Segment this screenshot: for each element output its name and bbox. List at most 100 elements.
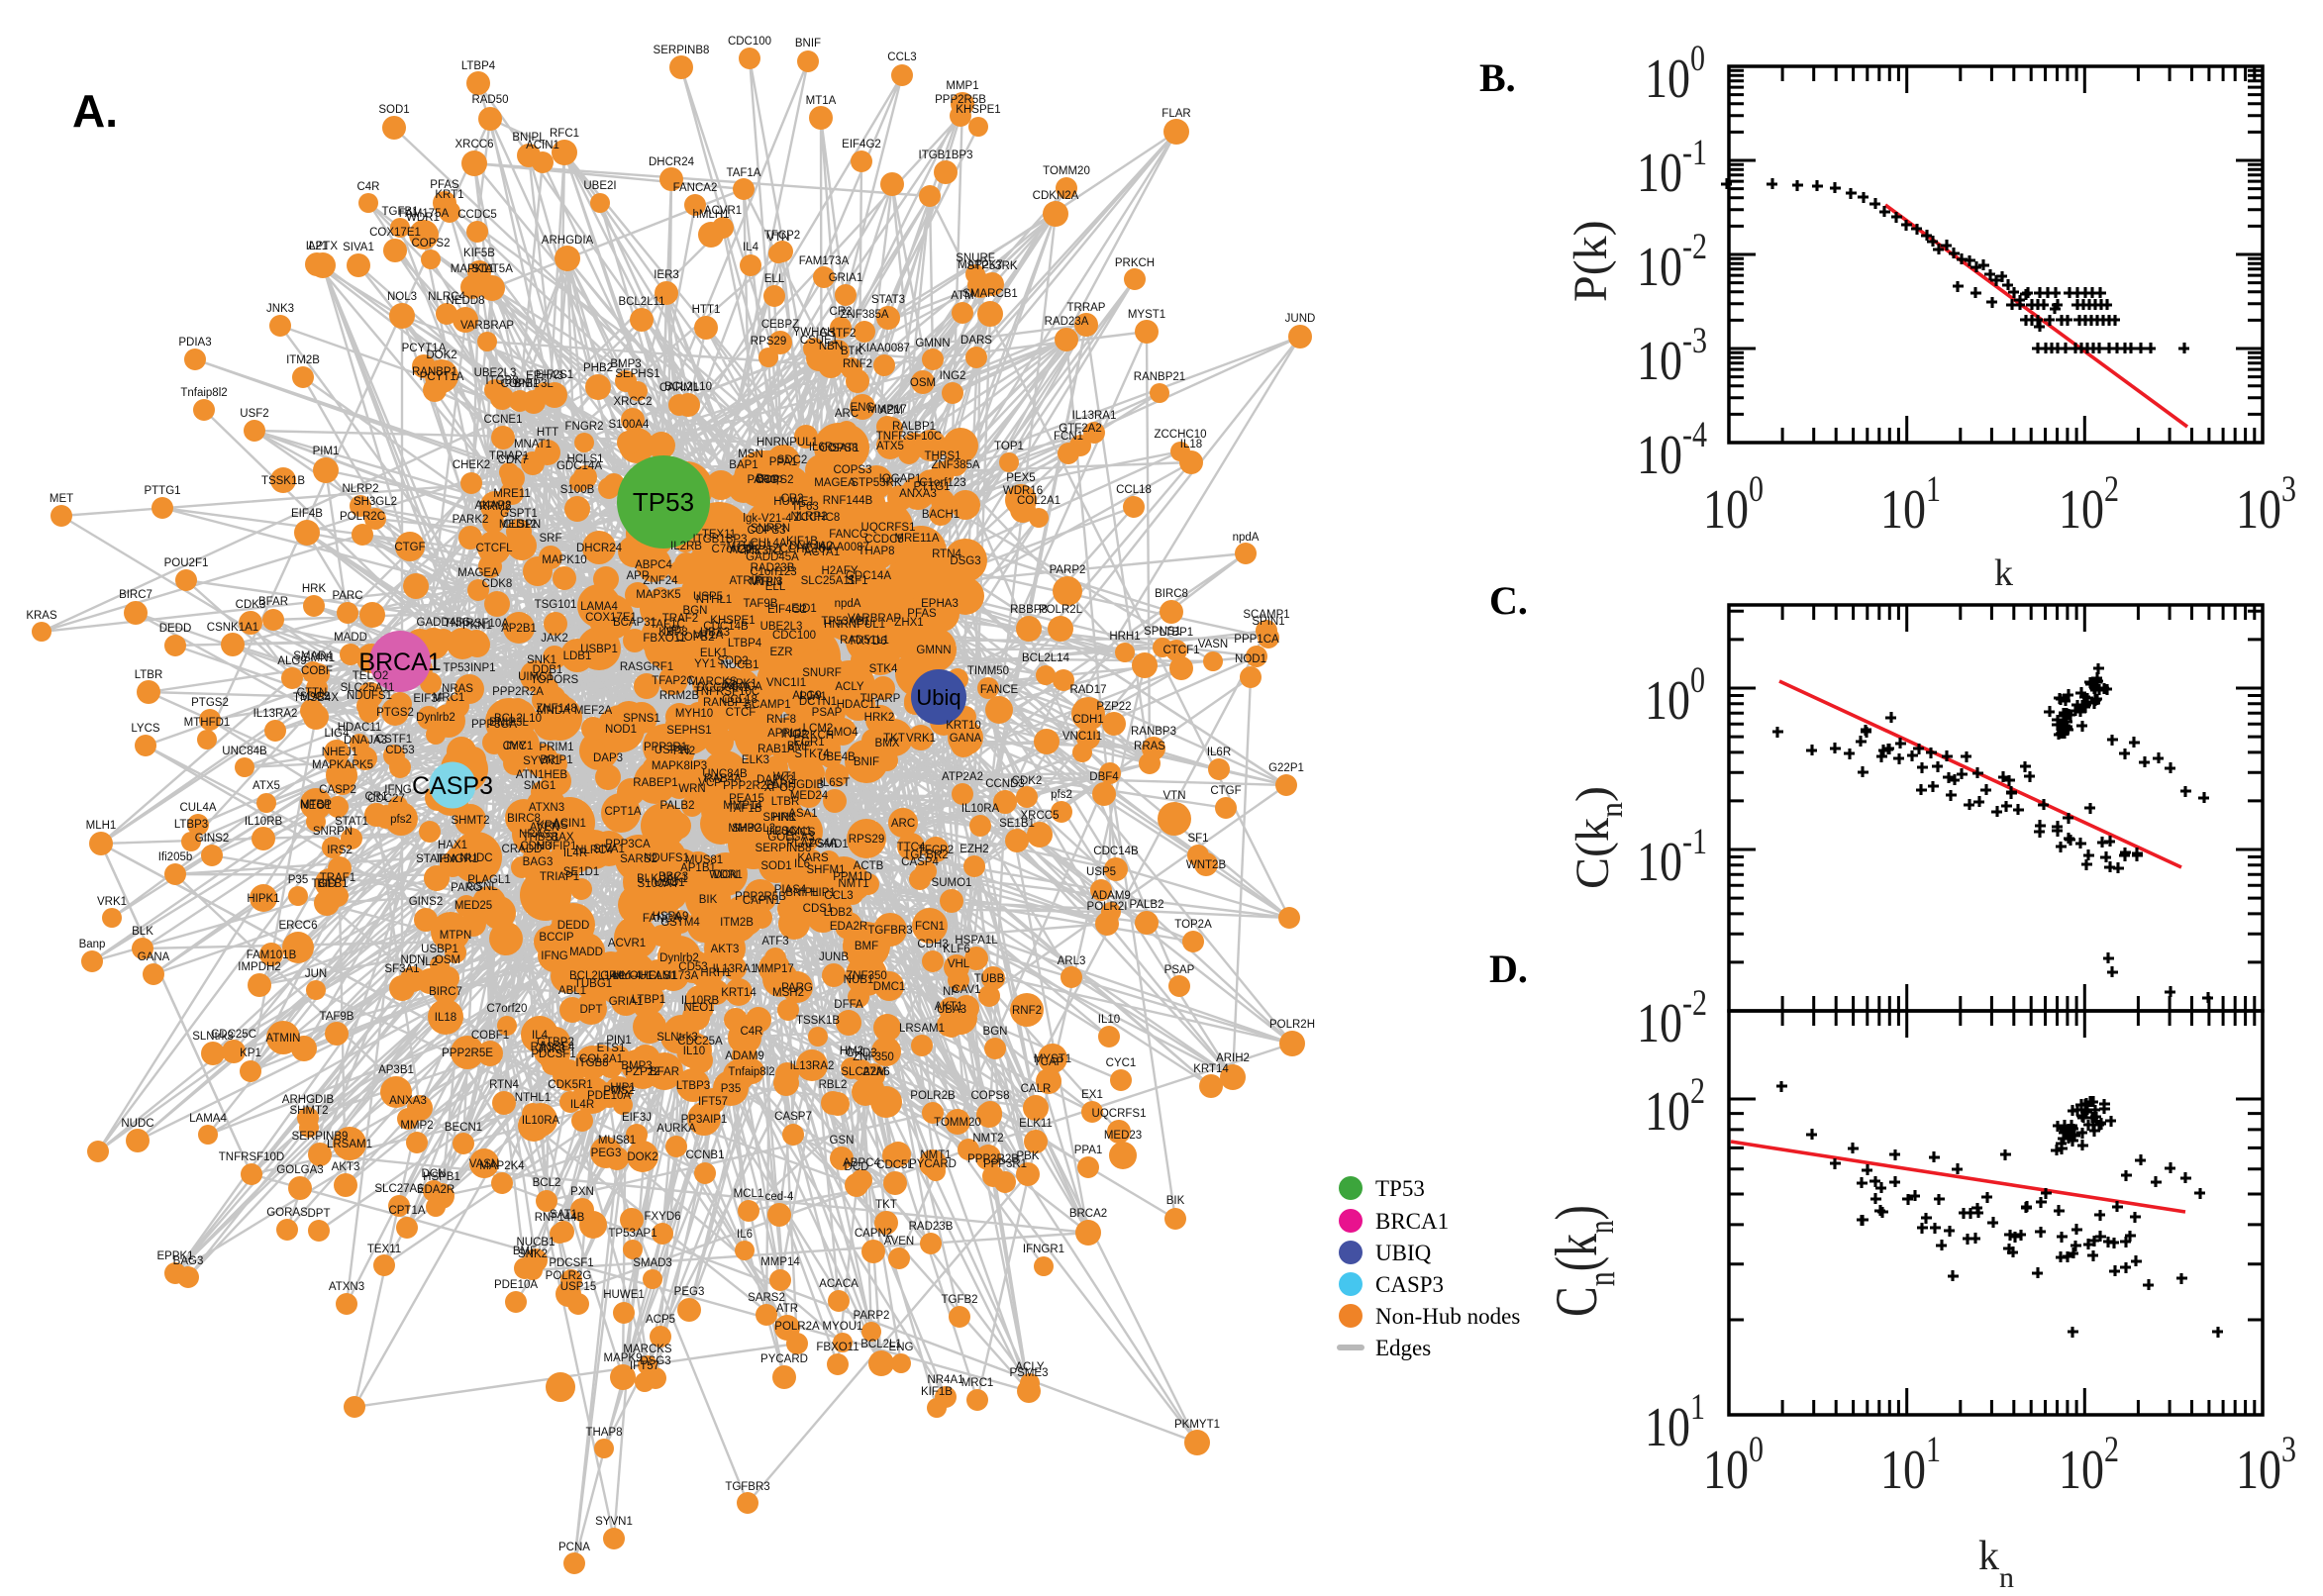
svg-text:PLA2G4A: PLA2G4A [786, 838, 837, 849]
svg-text:CDH3: CDH3 [917, 939, 948, 950]
svg-text:BLK: BLK [132, 926, 153, 938]
svg-text:CDC5L: CDC5L [876, 1159, 914, 1171]
svg-text:IFT57: IFT57 [630, 1360, 659, 1372]
svg-text:PSAP: PSAP [1164, 964, 1195, 976]
svg-text:TSSK1B: TSSK1B [261, 475, 305, 487]
svg-text:ANXA3: ANXA3 [899, 488, 937, 500]
svg-text:HSPB1: HSPB1 [423, 1171, 460, 1183]
svg-text:ZNF24: ZNF24 [643, 575, 678, 587]
svg-text:DDB1: DDB1 [533, 664, 563, 676]
svg-text:BNIPL: BNIPL [785, 887, 819, 899]
svg-text:IL13RA2: IL13RA2 [253, 708, 298, 720]
svg-text:TGFBR2: TGFBR2 [903, 849, 948, 861]
svg-text:BECN1: BECN1 [445, 1122, 482, 1134]
svg-text:PZP22: PZP22 [625, 1066, 659, 1078]
svg-text:UBE2L3: UBE2L3 [760, 621, 803, 633]
svg-text:103: 103 [2236, 469, 2296, 541]
svg-text:TOP1: TOP1 [994, 441, 1024, 452]
svg-text:MARCKS: MARCKS [623, 1344, 672, 1355]
svg-text:COX17E1: COX17E1 [585, 612, 637, 624]
svg-text:BCL2L10: BCL2L10 [664, 381, 712, 393]
svg-text:UBE2I: UBE2I [583, 180, 616, 192]
svg-text:ITM2B: ITM2B [720, 917, 754, 929]
svg-text:EX1: EX1 [1081, 1089, 1103, 1101]
svg-text:MTBP: MTBP [300, 799, 332, 811]
svg-text:SF3A1: SF3A1 [384, 963, 419, 975]
svg-text:CDK2: CDK2 [1012, 775, 1043, 787]
svg-text:PEA15: PEA15 [729, 793, 764, 805]
svg-text:IL10RA: IL10RA [961, 803, 1000, 815]
svg-text:NHEJ1: NHEJ1 [322, 747, 357, 758]
svg-text:KBP8: KBP8 [658, 627, 687, 639]
svg-text:NMT2: NMT2 [972, 1133, 1003, 1145]
svg-text:ACACA: ACACA [723, 681, 762, 693]
svg-text:SARS2: SARS2 [620, 853, 657, 865]
svg-text:SDC2: SDC2 [777, 454, 808, 466]
svg-text:RNF144B: RNF144B [823, 495, 873, 507]
svg-text:RALBP1: RALBP1 [892, 421, 936, 433]
svg-text:MAPK8IP3: MAPK8IP3 [652, 760, 707, 772]
svg-text:SYVN1: SYVN1 [523, 755, 560, 767]
svg-text:MMP14: MMP14 [760, 1256, 800, 1268]
svg-text:PPP1CA: PPP1CA [1234, 634, 1279, 646]
svg-text:ADAM9: ADAM9 [725, 1050, 764, 1062]
svg-text:ATXN3: ATXN3 [329, 1281, 364, 1293]
svg-text:PPP3R1: PPP3R1 [644, 742, 687, 753]
svg-text:SOD1: SOD1 [378, 104, 409, 116]
svg-text:TP53AP1: TP53AP1 [821, 616, 869, 628]
svg-text:POLR2A: POLR2A [774, 1321, 820, 1333]
svg-text:JUNB: JUNB [819, 951, 849, 963]
svg-text:YWHAH: YWHAH [793, 327, 836, 339]
svg-text:CCDC5: CCDC5 [457, 209, 497, 221]
svg-text:CPT1A: CPT1A [388, 1205, 425, 1217]
svg-text:KRT14: KRT14 [721, 987, 757, 999]
svg-text:LMO4: LMO4 [827, 727, 858, 739]
svg-text:FANCE: FANCE [980, 684, 1019, 696]
svg-text:JAK1: JAK1 [660, 873, 688, 885]
svg-text:THAP8: THAP8 [585, 1427, 622, 1439]
svg-text:ETS1: ETS1 [597, 1043, 626, 1054]
svg-text:SMARCB1: SMARCB1 [962, 288, 1018, 300]
svg-text:ATX5: ATX5 [876, 441, 904, 452]
svg-text:ARHGDIB: ARHGDIB [772, 779, 825, 791]
svg-text:PDE10A: PDE10A [587, 1090, 631, 1102]
svg-text:ALG9: ALG9 [277, 655, 306, 667]
svg-text:TRIAP1: TRIAP1 [540, 871, 579, 883]
svg-text:NP: NP [663, 625, 679, 637]
svg-text:XRCC2: XRCC2 [614, 396, 653, 408]
svg-text:AKT3: AKT3 [332, 1161, 360, 1173]
svg-text:CLSPN: CLSPN [503, 519, 541, 531]
svg-text:ARC: ARC [891, 818, 915, 830]
svg-text:SLNtrk3: SLNtrk3 [192, 1031, 234, 1043]
svg-text:COPS3: COPS3 [834, 464, 872, 476]
svg-text:100: 100 [1703, 469, 1764, 541]
svg-text:BMX: BMX [875, 738, 900, 749]
svg-text:THBS1: THBS1 [924, 450, 960, 462]
svg-text:TEX11: TEX11 [367, 1244, 401, 1255]
svg-text:UNC84B: UNC84B [222, 746, 267, 757]
svg-text:JAK2: JAK2 [541, 633, 568, 645]
svg-text:BIRC8: BIRC8 [507, 813, 541, 825]
svg-text:CR2: CR2 [780, 493, 803, 505]
svg-text:CUL4A: CUL4A [750, 538, 786, 549]
svg-text:CTCF: CTCF [726, 707, 757, 719]
svg-text:SERPINB8: SERPINB8 [756, 843, 812, 854]
svg-text:MTHFD1: MTHFD1 [184, 717, 231, 729]
svg-text:EZH2: EZH2 [960, 844, 988, 855]
svg-text:SHMT2: SHMT2 [452, 815, 490, 827]
svg-text:PIAS4: PIAS4 [774, 884, 807, 896]
svg-text:HRH1: HRH1 [1109, 631, 1140, 643]
svg-text:SNURF: SNURF [802, 667, 842, 679]
svg-text:IFNG: IFNG [541, 950, 568, 962]
svg-text:IL13RA1: IL13RA1 [1072, 410, 1117, 422]
svg-text:RANBP1: RANBP1 [412, 366, 457, 378]
svg-text:SH3GL2: SH3GL2 [354, 496, 397, 508]
svg-text:ALG9: ALG9 [792, 690, 821, 702]
svg-text:JNK3: JNK3 [266, 303, 294, 315]
svg-text:SUMO1: SUMO1 [932, 877, 972, 889]
svg-text:BIRC7: BIRC7 [429, 986, 462, 998]
svg-text:PPP2R5B: PPP2R5B [735, 891, 786, 903]
svg-text:TSSK1B: TSSK1B [796, 1015, 840, 1027]
svg-text:ZNF148: ZNF148 [536, 703, 577, 715]
svg-text:LDB1: LDB1 [563, 650, 592, 662]
